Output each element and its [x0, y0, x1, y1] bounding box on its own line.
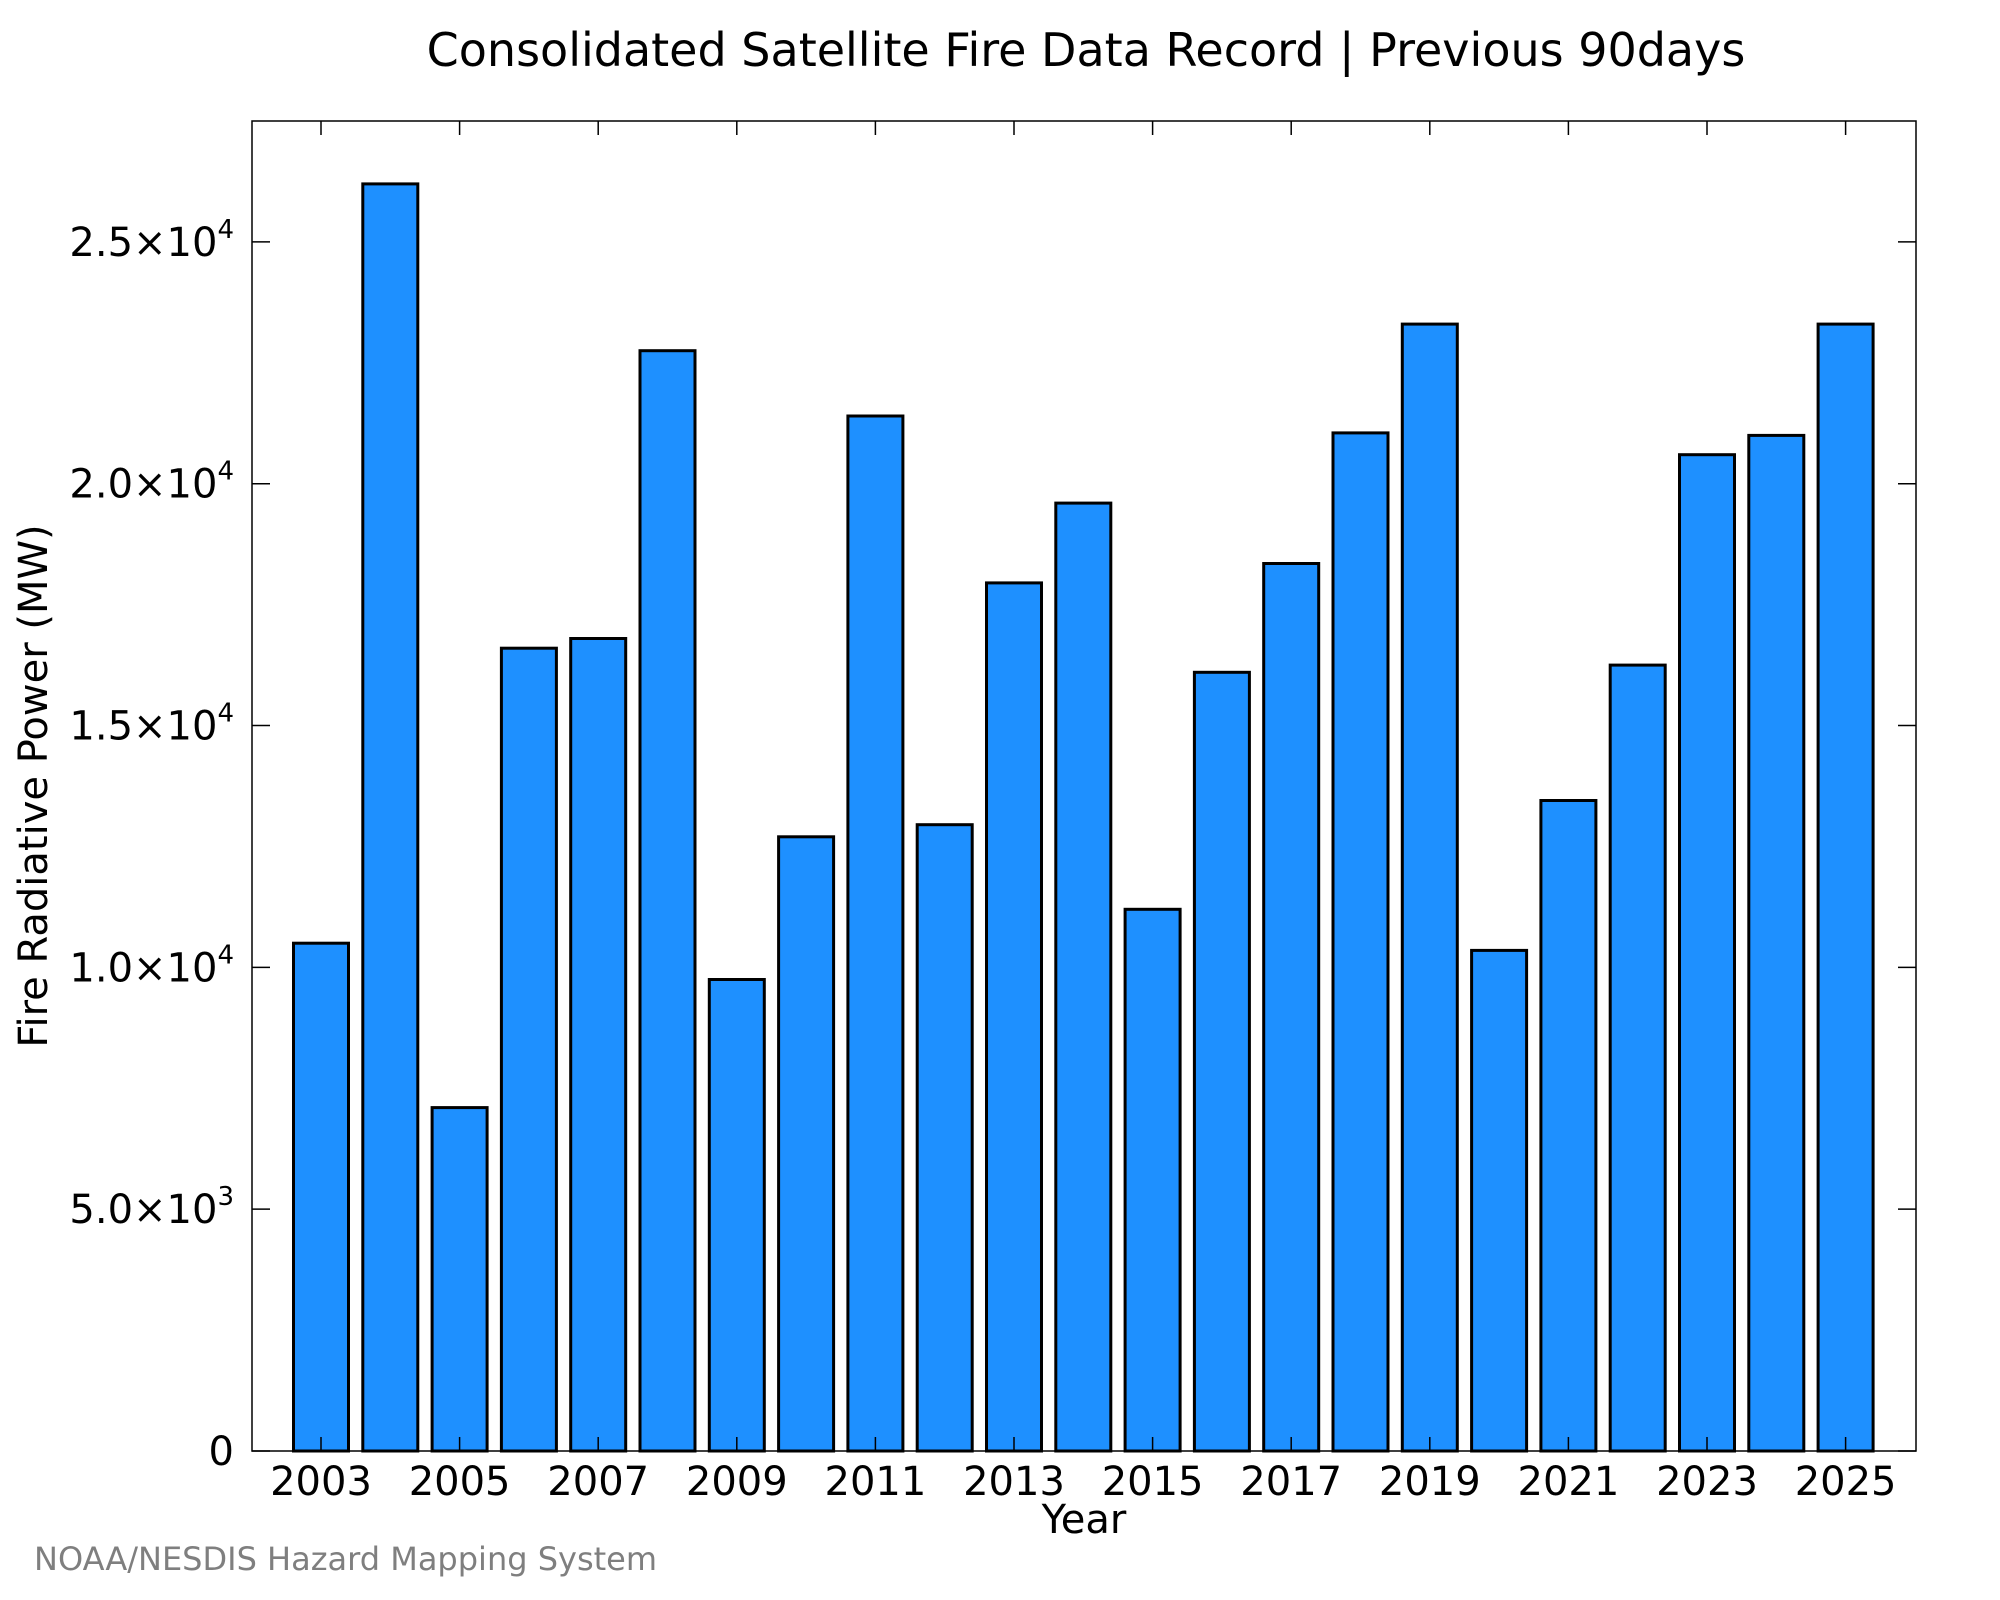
bar-2004 — [361, 182, 420, 1453]
bar-2018 — [1331, 431, 1390, 1453]
x-tick-label-2013: 2013 — [963, 1459, 1065, 1505]
bar-2011 — [846, 414, 905, 1453]
x-tick-label-2021: 2021 — [1518, 1459, 1620, 1505]
x-tick-label-2011: 2011 — [825, 1459, 927, 1505]
x-axis-title: Year — [1041, 1497, 1127, 1543]
bar-2023 — [1678, 453, 1736, 1453]
bar-2008 — [638, 349, 697, 1453]
bar-2015 — [1123, 907, 1182, 1453]
source-credit: NOAA/NESDIS Hazard Mapping System — [34, 1540, 658, 1578]
bar-2014 — [1054, 501, 1113, 1453]
bar-2024 — [1747, 433, 1806, 1453]
y-tick-label-15000: 1.5×104 — [69, 699, 234, 750]
bar-2012 — [915, 823, 974, 1453]
x-tick-label-2015: 2015 — [1102, 1459, 1204, 1505]
x-tick-label-2025: 2025 — [1795, 1459, 1897, 1505]
x-tick-labels: 2003 2005 2007 2009 2011 2013 2015 2017 2019 2021… — [270, 1459, 1896, 1505]
bar-2010 — [777, 835, 836, 1453]
bar-2020 — [1470, 948, 1529, 1453]
y-tick-labels: 0 5.0×103 1.0×104 1.5×104 2.0×104 2.5×104 — [69, 215, 234, 1475]
y-tick-label-25000: 2.5×104 — [69, 215, 234, 266]
x-tick-label-2023: 2023 — [1656, 1459, 1758, 1505]
plot-frame — [251, 120, 1917, 1452]
bar-2025 — [1816, 322, 1875, 1453]
x-tick-label-2007: 2007 — [547, 1459, 649, 1505]
bars-group — [292, 182, 1875, 1453]
x-tick-label-2003: 2003 — [270, 1459, 372, 1505]
x-tick-label-2005: 2005 — [409, 1459, 511, 1505]
bar-2013 — [985, 581, 1043, 1453]
bar-2019 — [1400, 322, 1459, 1453]
bar-2016 — [1192, 670, 1251, 1453]
bar-2021 — [1539, 799, 1598, 1453]
x-tick-label-2017: 2017 — [1240, 1459, 1342, 1505]
x-tick-label-2019: 2019 — [1379, 1459, 1481, 1505]
bar-2009 — [707, 978, 766, 1453]
y-tick-label-10000: 1.0×104 — [69, 940, 234, 991]
bar-2017 — [1262, 562, 1321, 1453]
bar-2005 — [430, 1106, 489, 1453]
bar-2022 — [1608, 663, 1667, 1453]
x-tick-label-2009: 2009 — [686, 1459, 788, 1505]
y-tick-label-20000: 2.0×104 — [69, 457, 234, 508]
bar-2006 — [499, 646, 558, 1453]
y-axis-title: Fire Radiative Power (MW) — [11, 524, 57, 1047]
y-tick-label-5000: 5.0×103 — [69, 1182, 234, 1233]
bar-2007 — [569, 637, 628, 1453]
chart-title: Consolidated Satellite Fire Data Record … — [427, 23, 1746, 78]
bar-2003 — [292, 941, 350, 1453]
y-tick-label-0: 0 — [209, 1429, 234, 1475]
